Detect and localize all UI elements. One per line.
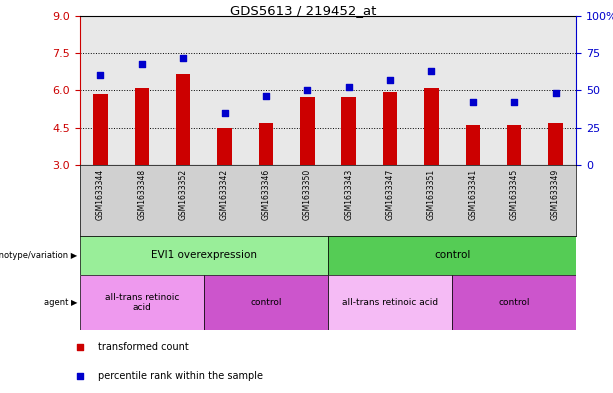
Point — [302, 87, 312, 94]
Bar — [507, 125, 522, 165]
Bar — [259, 123, 273, 165]
Bar — [176, 74, 191, 165]
Text: GSM1633349: GSM1633349 — [551, 169, 560, 220]
Text: GSM1633350: GSM1633350 — [303, 169, 312, 220]
Text: GSM1633341: GSM1633341 — [468, 169, 478, 220]
Text: GSM1633352: GSM1633352 — [178, 169, 188, 220]
Bar — [465, 125, 480, 165]
Text: all-trans retinoic
acid: all-trans retinoic acid — [105, 293, 179, 312]
Bar — [80, 236, 328, 275]
Bar — [300, 97, 314, 165]
Text: EVI1 overexpression: EVI1 overexpression — [151, 250, 257, 261]
Text: agent ▶: agent ▶ — [44, 298, 77, 307]
Text: genotype/variation ▶: genotype/variation ▶ — [0, 251, 77, 260]
Text: GSM1633346: GSM1633346 — [261, 169, 270, 220]
Bar — [217, 128, 232, 165]
Bar — [452, 275, 576, 330]
Point — [509, 99, 519, 105]
Bar — [80, 275, 204, 330]
Point — [219, 110, 229, 116]
Point — [261, 93, 271, 99]
Text: control: control — [250, 298, 281, 307]
Point — [427, 68, 436, 74]
Point — [178, 54, 188, 61]
Bar — [341, 97, 356, 165]
Text: transformed count: transformed count — [98, 342, 189, 352]
Bar — [383, 92, 397, 165]
Text: percentile rank within the sample: percentile rank within the sample — [98, 371, 263, 381]
Bar — [134, 88, 149, 165]
Bar — [424, 88, 439, 165]
Bar — [328, 236, 576, 275]
Point — [96, 72, 105, 79]
Text: GSM1633344: GSM1633344 — [96, 169, 105, 220]
Text: GSM1633347: GSM1633347 — [386, 169, 395, 220]
Bar — [93, 94, 108, 165]
Text: GSM1633348: GSM1633348 — [137, 169, 147, 220]
Point — [385, 77, 395, 83]
Text: GSM1633351: GSM1633351 — [427, 169, 436, 220]
Point — [550, 90, 560, 97]
Bar — [204, 275, 328, 330]
Text: control: control — [498, 298, 530, 307]
Text: control: control — [434, 250, 470, 261]
Point — [468, 99, 478, 105]
Bar — [328, 275, 452, 330]
Text: GSM1633343: GSM1633343 — [344, 169, 353, 220]
Text: GDS5613 / 219452_at: GDS5613 / 219452_at — [230, 4, 376, 17]
Text: GSM1633345: GSM1633345 — [509, 169, 519, 220]
Text: all-trans retinoic acid: all-trans retinoic acid — [342, 298, 438, 307]
Point — [344, 84, 354, 90]
Point — [137, 61, 147, 67]
Bar — [548, 123, 563, 165]
Text: GSM1633342: GSM1633342 — [220, 169, 229, 220]
